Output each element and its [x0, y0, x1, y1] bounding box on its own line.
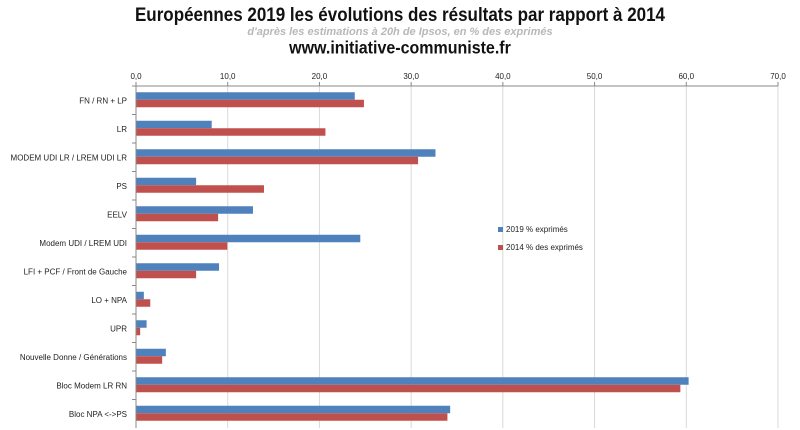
bar-2019 [136, 206, 253, 214]
legend-item-2014: 2014 % des exprimés [498, 243, 583, 252]
tick-label-x: 20,0 [312, 72, 328, 81]
bar-2014 [136, 327, 141, 336]
tick-label-x: 10,0 [220, 72, 236, 81]
category-label: PS [116, 182, 127, 191]
legend-label-2019: 2019 % exprimés [506, 225, 568, 234]
bar-2014 [136, 384, 681, 393]
website-url: www.initiative-communiste.fr [289, 39, 511, 58]
category-label: LFI + PCF / Front de Gauche [24, 267, 128, 276]
tick-label-x: 60,0 [678, 72, 694, 81]
legend-label-2014: 2014 % des exprimés [506, 243, 583, 252]
legend-item-2019: 2019 % exprimés [498, 225, 568, 234]
category-label: LR [117, 125, 127, 134]
bar-2014 [136, 299, 151, 307]
bar-2014 [136, 128, 326, 136]
legend-swatch-2019 [498, 227, 503, 232]
category-label: Modem UDI / LREM UDI [39, 239, 127, 248]
tick-label-x: 0,0 [130, 72, 142, 81]
bar-2019 [136, 263, 220, 271]
bar-2014 [136, 270, 197, 279]
bar-2014 [136, 356, 163, 364]
bar-2019 [136, 320, 147, 328]
bar-2019 [136, 348, 166, 357]
bar-2014 [136, 156, 419, 165]
bar-2019 [136, 177, 197, 186]
category-label: Nouvelle Donne / Générations [20, 353, 127, 362]
bar-2019 [136, 291, 144, 300]
bar-2014 [136, 213, 219, 222]
bar-2019 [136, 149, 436, 157]
tick-label-x: 70,0 [770, 72, 786, 81]
bar-2019 [136, 405, 451, 414]
chart-subtitle: d'après les estimations à 20h de Ipsos, … [247, 26, 553, 38]
tick-label-x: 40,0 [495, 72, 511, 81]
category-label: MODEM UDI LR / LREM UDI LR [11, 153, 128, 162]
bar-2014 [136, 185, 264, 193]
bar-2014 [136, 242, 228, 250]
chart-title: Européennes 2019 les évolutions des résu… [134, 3, 666, 26]
category-label: EELV [107, 210, 128, 219]
tick-label-x: 30,0 [403, 72, 419, 81]
category-label: LO + NPA [91, 296, 127, 305]
tick-label-x: 50,0 [587, 72, 603, 81]
bar-2014 [136, 413, 448, 421]
legend-swatch-2014 [498, 245, 503, 250]
bar-2019 [136, 120, 212, 129]
bar-2019 [136, 377, 689, 385]
category-label: Bloc NPA <->PS [69, 410, 127, 419]
bar-2019 [136, 234, 361, 243]
bar-2014 [136, 99, 364, 108]
category-label: FN / RN + LP [79, 96, 127, 105]
category-label: UPR [110, 324, 127, 333]
category-label: Bloc Modem LR RN [56, 381, 127, 390]
bar-2019 [136, 92, 355, 100]
